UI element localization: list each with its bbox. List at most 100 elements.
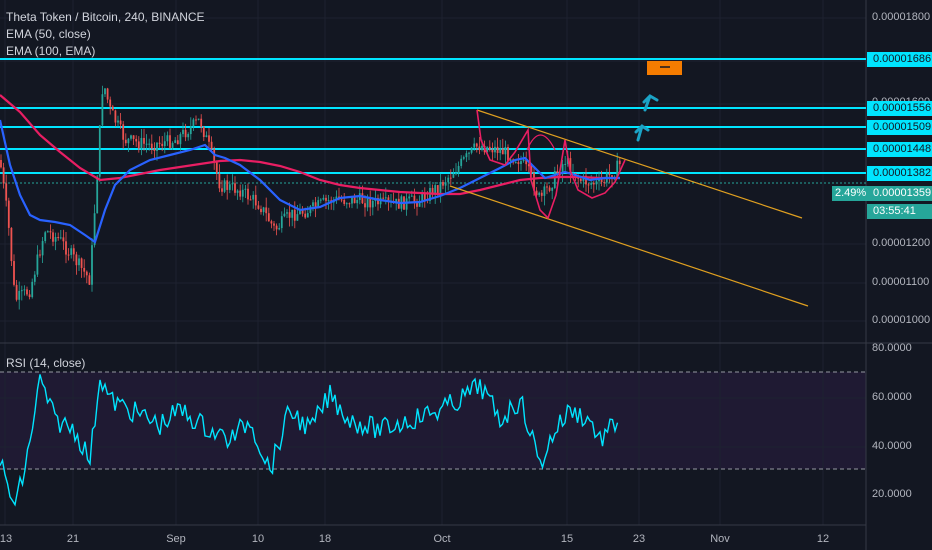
ema-50-line bbox=[0, 119, 620, 244]
candle-body bbox=[314, 202, 317, 208]
candle-body bbox=[421, 193, 424, 203]
candle-body bbox=[590, 182, 593, 185]
indicator-ema50-label[interactable]: EMA (50, close) bbox=[6, 27, 91, 41]
candle-body bbox=[252, 194, 255, 200]
candle-body bbox=[600, 179, 603, 183]
candle-body bbox=[111, 106, 114, 111]
candle-body bbox=[192, 119, 195, 127]
candle-body bbox=[176, 140, 179, 145]
candle-body bbox=[517, 162, 520, 165]
candle-body bbox=[244, 188, 247, 190]
candle-body bbox=[598, 179, 600, 182]
candle-body bbox=[301, 209, 304, 214]
candle-body bbox=[13, 261, 15, 285]
candle-body bbox=[395, 198, 398, 203]
candle-body bbox=[444, 182, 447, 186]
candle-body bbox=[525, 159, 528, 165]
level-tag[interactable]: 0.00001448 bbox=[867, 142, 932, 157]
candle-body bbox=[85, 271, 88, 276]
candle-body bbox=[62, 237, 65, 242]
candle-body bbox=[538, 192, 541, 196]
candle-body bbox=[88, 275, 91, 285]
candle-body bbox=[223, 180, 226, 192]
candle-body bbox=[436, 185, 439, 193]
candle-body bbox=[156, 142, 158, 151]
candle-body bbox=[57, 237, 60, 239]
candle-body bbox=[260, 208, 262, 213]
candle-body bbox=[20, 290, 23, 292]
candle-body bbox=[262, 207, 265, 213]
candle-body bbox=[535, 190, 538, 196]
candle-body bbox=[215, 162, 218, 174]
candle-body bbox=[41, 241, 44, 256]
candle-body bbox=[548, 187, 551, 191]
level-tag[interactable]: 0.00001556 bbox=[867, 101, 932, 116]
candle-body bbox=[470, 147, 473, 153]
candle-body bbox=[431, 187, 434, 195]
candle-body bbox=[221, 188, 223, 192]
price-axis-label: 0.00001800 bbox=[872, 11, 931, 23]
candle-body bbox=[33, 274, 36, 282]
candle-body bbox=[434, 185, 437, 195]
candle-body bbox=[520, 161, 522, 165]
candle-body bbox=[369, 197, 372, 208]
indicator-ema100-label[interactable]: EMA (100, EMA) bbox=[6, 44, 96, 58]
candle-body bbox=[241, 189, 244, 197]
symbol-title[interactable]: Theta Token / Bitcoin, 240, BINANCE bbox=[6, 10, 205, 24]
candle-body bbox=[65, 241, 67, 255]
candle-body bbox=[101, 94, 104, 126]
candle-body bbox=[54, 237, 57, 242]
candle-body bbox=[608, 173, 611, 176]
candle-body bbox=[278, 228, 281, 230]
current-price-tag[interactable]: 0.00001359 bbox=[867, 186, 932, 201]
candle-body bbox=[540, 192, 543, 196]
candle-body bbox=[179, 134, 182, 145]
rsi-band-fill bbox=[0, 372, 866, 469]
candle-body bbox=[189, 126, 192, 135]
candle-body bbox=[543, 186, 546, 196]
candle-body bbox=[569, 158, 572, 174]
candle-body bbox=[91, 245, 93, 285]
candle-body bbox=[405, 198, 408, 210]
candle-body bbox=[163, 141, 166, 147]
candle-body bbox=[122, 124, 125, 140]
candle-body bbox=[140, 137, 143, 149]
pattern-drawing[interactable] bbox=[476, 109, 626, 220]
target-box[interactable] bbox=[647, 61, 682, 75]
candle-body bbox=[119, 120, 122, 125]
candle-body bbox=[67, 254, 70, 256]
indicator-rsi-label[interactable]: RSI (14, close) bbox=[6, 356, 86, 370]
candle-body bbox=[143, 137, 145, 144]
candle-body bbox=[130, 135, 132, 139]
rsi-axis-label: 20.0000 bbox=[872, 488, 912, 500]
candle-body bbox=[18, 290, 21, 300]
candle-body bbox=[592, 182, 595, 185]
candle-body bbox=[52, 232, 54, 242]
candle-body bbox=[202, 126, 205, 138]
candle-body bbox=[161, 143, 164, 147]
time-axis-label: 18 bbox=[318, 533, 332, 545]
candle-body bbox=[309, 206, 312, 214]
candle-body bbox=[148, 143, 151, 145]
candle-body bbox=[587, 184, 590, 186]
level-tag[interactable]: 0.00001509 bbox=[867, 120, 932, 135]
descending-channel[interactable] bbox=[449, 109, 809, 307]
candle-body bbox=[124, 139, 127, 144]
candle-body bbox=[98, 125, 101, 177]
target-arrows[interactable] bbox=[634, 94, 659, 142]
candle-body bbox=[59, 237, 62, 239]
candle-body bbox=[325, 197, 327, 201]
candle-body bbox=[382, 197, 385, 199]
candle-body bbox=[452, 174, 455, 178]
candle-body bbox=[137, 141, 140, 149]
candle-body bbox=[228, 184, 231, 190]
candle-body bbox=[114, 110, 117, 123]
candle-body bbox=[296, 214, 299, 221]
level-tag[interactable]: 0.00001686 bbox=[867, 52, 932, 67]
candle-body bbox=[595, 181, 598, 185]
candle-body bbox=[410, 195, 413, 197]
candle-body bbox=[184, 129, 187, 138]
level-tag[interactable]: 0.00001382 bbox=[867, 166, 932, 181]
candle-body bbox=[319, 199, 322, 201]
